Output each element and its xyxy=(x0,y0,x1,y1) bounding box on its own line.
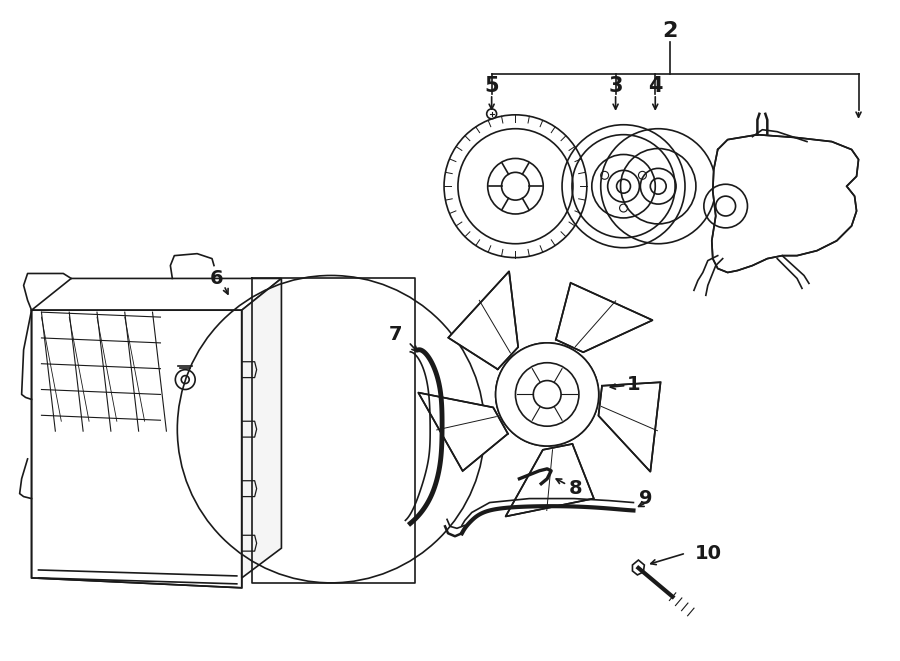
Text: 8: 8 xyxy=(569,479,582,498)
Polygon shape xyxy=(32,278,282,310)
Text: 4: 4 xyxy=(648,76,662,96)
Circle shape xyxy=(534,381,561,408)
Text: 10: 10 xyxy=(694,543,721,563)
Polygon shape xyxy=(32,310,242,588)
Circle shape xyxy=(496,343,598,446)
Text: 5: 5 xyxy=(484,76,499,96)
Text: 2: 2 xyxy=(662,20,678,40)
Text: 9: 9 xyxy=(639,489,652,508)
Text: 1: 1 xyxy=(626,375,640,394)
Polygon shape xyxy=(506,444,594,516)
Polygon shape xyxy=(633,560,644,575)
Polygon shape xyxy=(242,278,282,578)
Polygon shape xyxy=(598,382,661,472)
Polygon shape xyxy=(556,283,652,352)
Polygon shape xyxy=(712,135,859,272)
Circle shape xyxy=(496,343,598,446)
Text: 3: 3 xyxy=(608,76,623,96)
Circle shape xyxy=(516,363,579,426)
Circle shape xyxy=(516,363,579,426)
Text: 7: 7 xyxy=(389,325,402,344)
Polygon shape xyxy=(418,393,508,471)
Text: 6: 6 xyxy=(211,269,224,288)
Polygon shape xyxy=(448,271,518,369)
